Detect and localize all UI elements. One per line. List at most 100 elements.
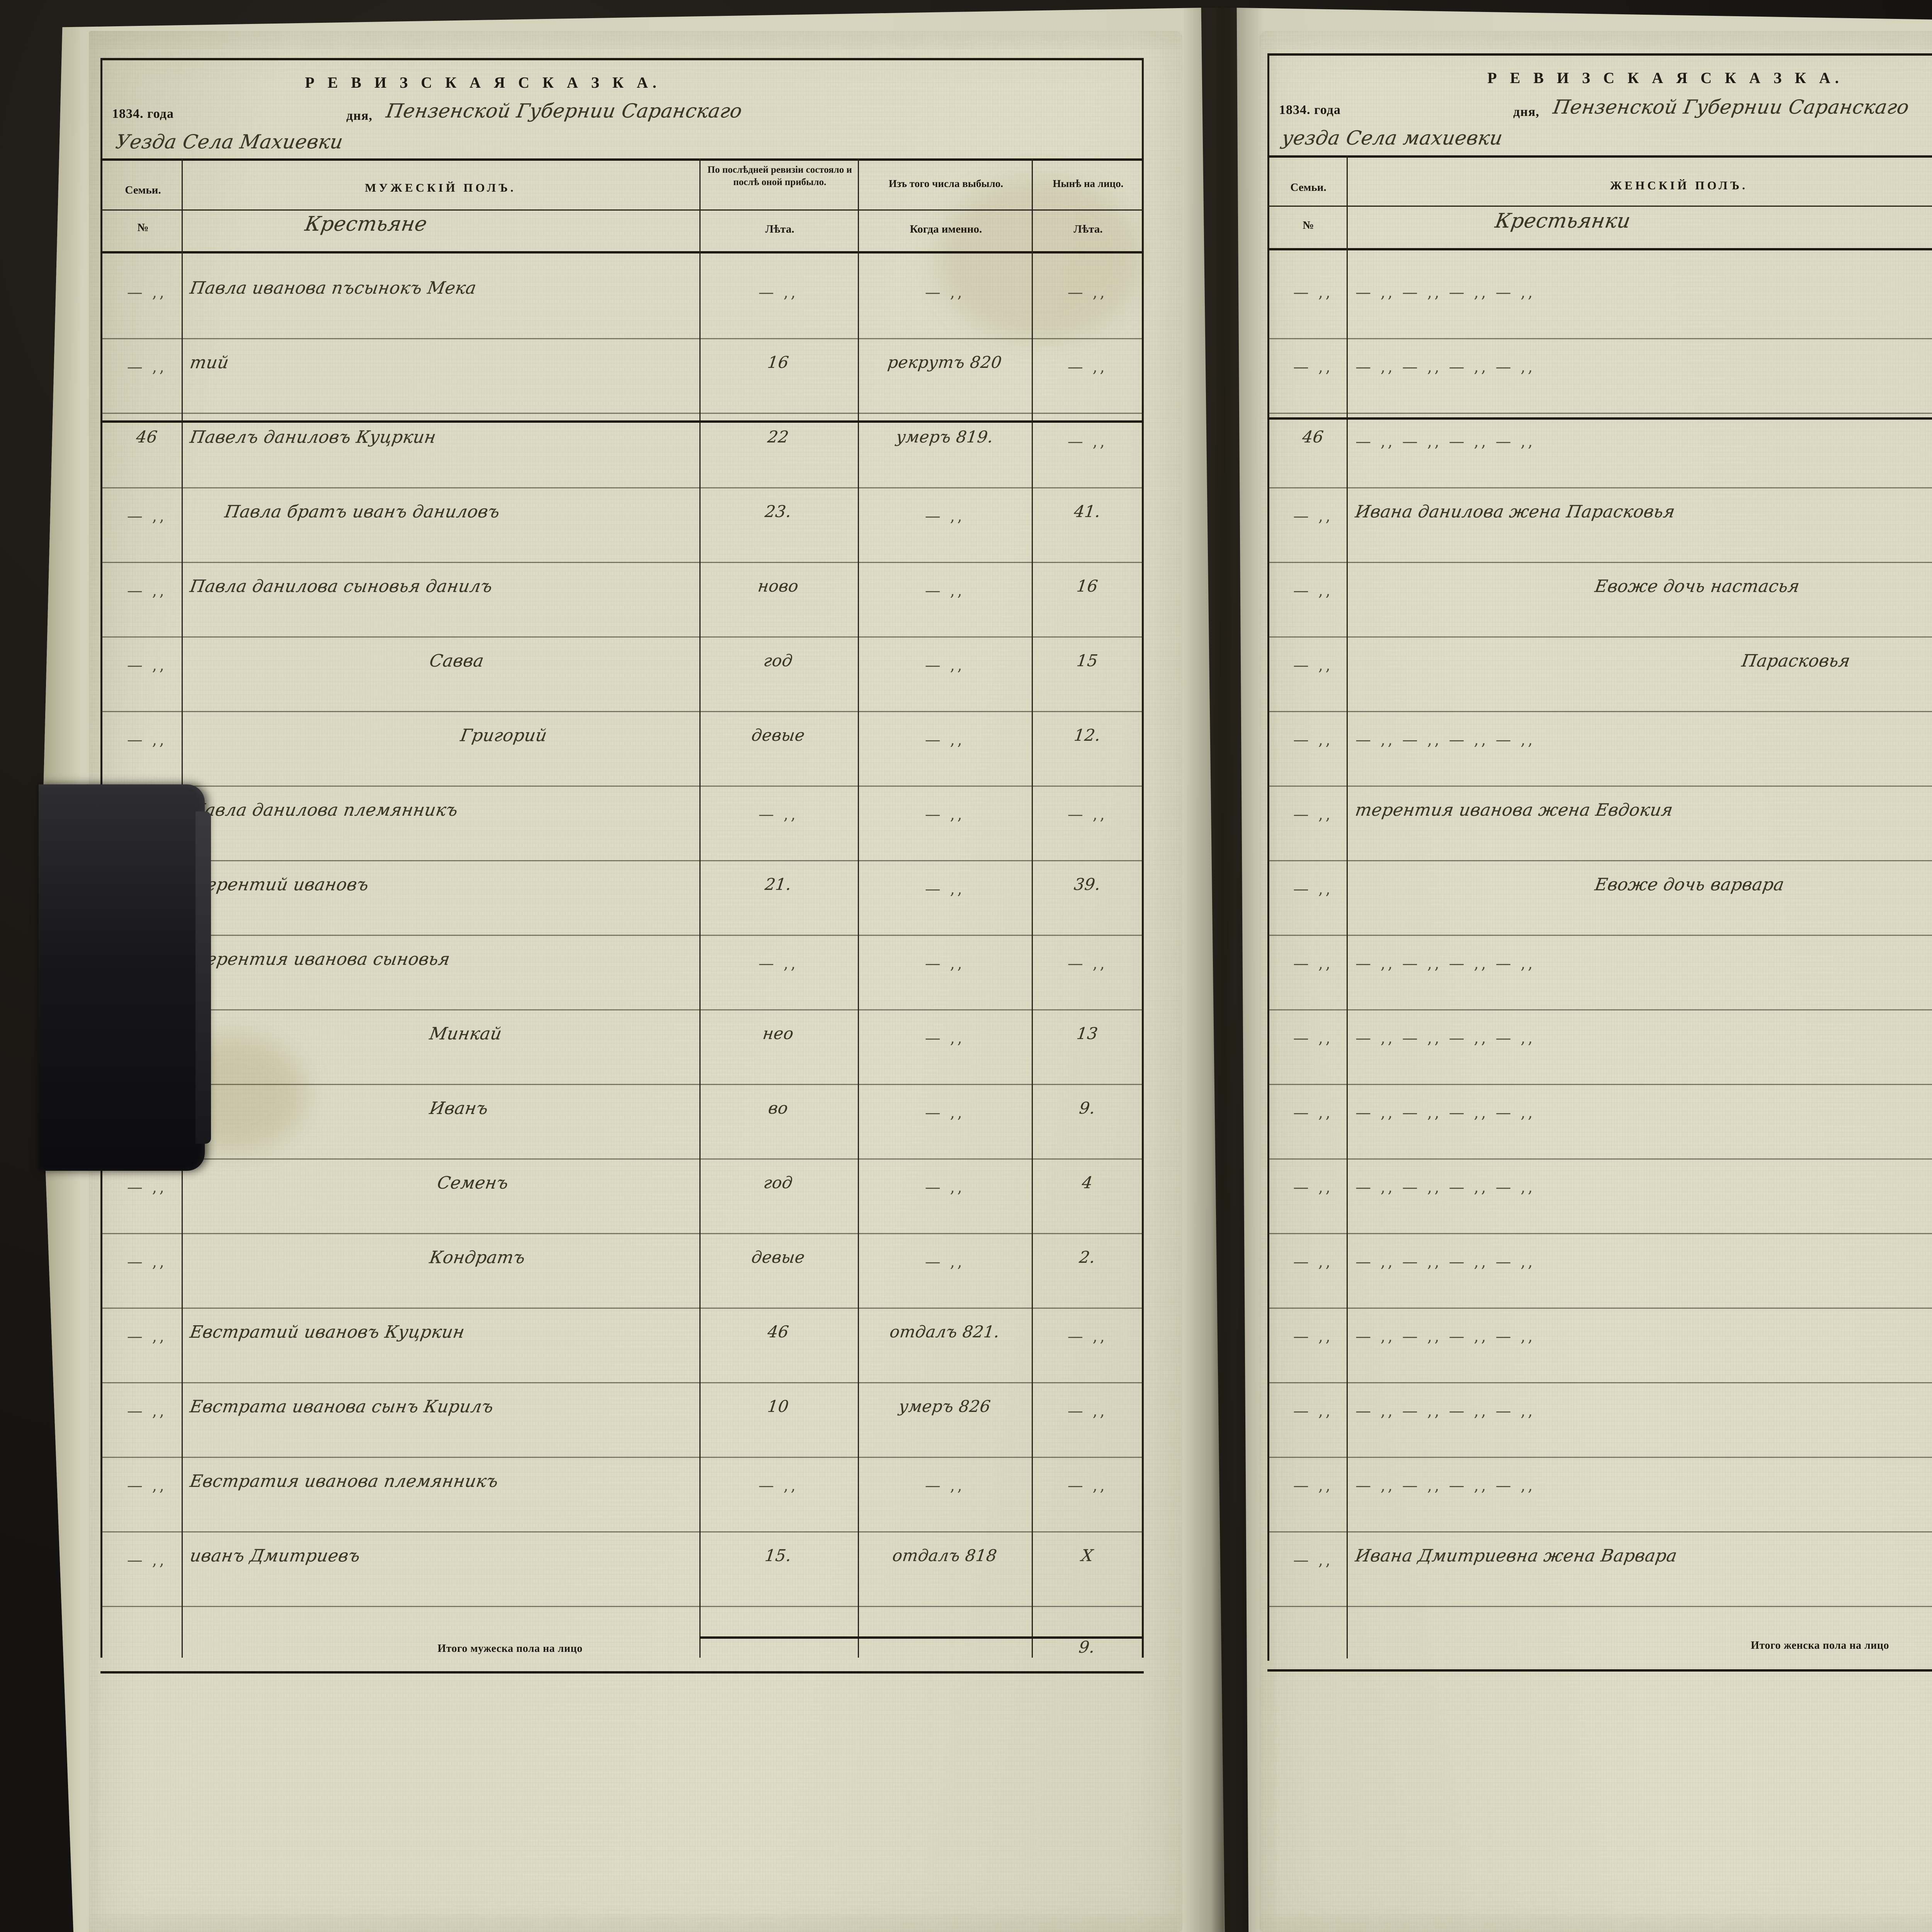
table-row-rule <box>100 636 1144 638</box>
present-age-cell: — ,, <box>1067 1328 1107 1345</box>
right-frame-left <box>1267 53 1269 1661</box>
person-name-cell: Савва <box>428 651 485 671</box>
right-total-label: Итого женска пола на лицо <box>1751 1639 1889 1651</box>
family-number-cell: — ,, <box>1293 1253 1333 1271</box>
book-clamp <box>39 784 211 1171</box>
left-page-title: Р Е В И З С К А Я С К А З К А. <box>305 74 661 91</box>
family-number-cell: — ,, <box>127 1402 167 1420</box>
departed-cell: — ,, <box>925 284 965 301</box>
left-header-present-sub: Лѣта. <box>1073 223 1103 235</box>
table-row-rule <box>100 1009 1144 1010</box>
left-header-departed: Изъ того числа выбыло. <box>889 178 1003 189</box>
left-col-div-gone <box>858 158 859 251</box>
person-name-cell: Павелъ даниловъ Куцркин <box>188 427 438 447</box>
person-name-cell: — ,, — ,, — ,, — ,, <box>1355 358 1535 376</box>
table-row-rule <box>1267 1233 1932 1234</box>
person-name-cell: — ,, — ,, — ,, — ,, <box>1355 1477 1535 1495</box>
right-header-sex: ЖЕНСКІЙ ПОЛЪ. <box>1610 179 1748 192</box>
person-name-cell: Павла иванова пъсынокъ Мека <box>188 278 478 298</box>
left-place-line1: Пензенской Губернии Саранскаго <box>384 100 744 122</box>
person-name-cell: Григорий <box>459 726 549 745</box>
family-number-cell: — ,, <box>1293 284 1333 301</box>
right-body-div-family <box>1347 248 1348 1658</box>
table-row-rule <box>1267 711 1932 712</box>
prev-revision-cell: нео <box>762 1024 795 1043</box>
table-row-rule <box>100 1158 1144 1160</box>
left-header-bottom-rule <box>100 251 1144 253</box>
right-block-separator <box>1267 417 1932 420</box>
family-number-cell: — ,, <box>127 1328 167 1345</box>
left-year: 1834. года <box>112 106 189 122</box>
right-header-mid-rule <box>1267 206 1932 207</box>
right-place-line1: Пензенской Губернии Саранскаго <box>1551 96 1911 118</box>
present-age-cell: — ,, <box>1067 1402 1107 1420</box>
family-number-cell: — ,, <box>1293 1402 1333 1420</box>
family-number-cell: — ,, <box>1293 1179 1333 1196</box>
departed-cell: — ,, <box>925 1253 965 1271</box>
right-frame-top <box>1267 53 1932 56</box>
right-year-value: 1834. <box>1279 103 1311 117</box>
table-row-rule <box>100 860 1144 861</box>
table-row-rule <box>100 1084 1144 1085</box>
open-book: Р Е В И З С К А Я С К А З К А. 1834. год… <box>39 8 1932 1932</box>
departed-cell: — ,, <box>925 582 965 600</box>
left-place-line2: Уезда Села Махиевки <box>114 131 345 153</box>
left-paper-grain <box>89 31 1182 1932</box>
table-row-rule <box>100 487 1144 488</box>
table-row-rule <box>1267 1308 1932 1309</box>
left-col-div-family <box>182 158 183 251</box>
table-row-rule <box>100 1457 1144 1458</box>
family-number-cell: — ,, <box>1293 1029 1333 1047</box>
person-name-cell: — ,, — ,, — ,, — ,, <box>1355 1104 1535 1122</box>
left-total-value: 9. <box>1078 1638 1096 1656</box>
right-header-top-rule <box>1267 155 1932 158</box>
right-place-line2: уезда Села махиевки <box>1280 127 1505 149</box>
table-row-rule <box>1267 338 1932 339</box>
left-header-sex: МУЖЕСКІЙ ПОЛЪ. <box>365 181 516 194</box>
table-row-rule <box>100 1382 1144 1383</box>
prev-revision-cell: 15. <box>764 1546 793 1565</box>
left-body-div-gone <box>858 251 859 1658</box>
person-name-cell: иванъ Дмитриевъ <box>188 1546 362 1566</box>
person-name-cell: — ,, — ,, — ,, — ,, <box>1355 1253 1535 1271</box>
right-header-sex-hand: Крестьянки <box>1493 209 1633 233</box>
family-number-cell: — ,, <box>1293 358 1333 376</box>
person-name-cell: Иванъ <box>428 1099 490 1118</box>
person-name-cell: терентия иванова жена Евдокия <box>1354 800 1675 820</box>
table-row-rule <box>1267 562 1932 563</box>
family-number-cell: — ,, <box>1293 806 1333 823</box>
present-age-cell: 41. <box>1073 502 1102 521</box>
person-name-cell: Кондратъ <box>428 1248 527 1267</box>
person-name-cell: Минкай <box>428 1024 503 1044</box>
right-page: 387 Р Е В И З С К А Я С К А З К А. 1834.… <box>1260 31 1932 1932</box>
person-name-cell: Евоже дочь настасья <box>1593 577 1801 596</box>
right-paper-grain <box>1260 31 1932 1932</box>
person-name-cell: — ,, — ,, — ,, — ,, <box>1355 731 1535 749</box>
left-header-family: Семьи. <box>125 184 161 196</box>
table-row-rule <box>1267 1009 1932 1010</box>
person-name-cell: тий <box>188 353 230 372</box>
present-age-cell: 12. <box>1073 726 1102 745</box>
book-gutter-shadow <box>1182 8 1264 1932</box>
right-year: 1834. года <box>1279 102 1364 118</box>
left-page: Р Е В И З С К А Я С К А З К А. 1834. год… <box>89 31 1182 1932</box>
person-name-cell: Павла данилова сыновья данилъ <box>188 577 494 596</box>
table-row-rule <box>100 786 1144 787</box>
departed-cell: — ,, <box>925 955 965 973</box>
person-name-cell: Ивана Дмитриевна жена Варвара <box>1354 1546 1679 1566</box>
left-body-div-prev <box>699 251 701 1658</box>
departed-cell: отдалъ 818 <box>891 1546 998 1565</box>
left-frame-bottom <box>100 1671 1144 1673</box>
departed-cell: — ,, <box>925 656 965 674</box>
prev-revision-cell: — ,, <box>758 806 798 823</box>
present-age-cell: — ,, <box>1067 358 1107 376</box>
present-age-cell: 16 <box>1075 577 1099 595</box>
left-col-div-prev <box>699 158 701 251</box>
left-header-departed-sub: Когда именно. <box>910 223 982 235</box>
table-row-rule <box>1267 935 1932 936</box>
family-number-cell: — ,, <box>127 358 167 376</box>
present-age-cell: — ,, <box>1067 284 1107 301</box>
left-ledger: Р Е В И З С К А Я С К А З К А. 1834. год… <box>89 31 1182 1932</box>
person-name-cell: Ивана данилова жена Парасковья <box>1354 502 1677 522</box>
prev-revision-cell: девые <box>750 1248 806 1267</box>
